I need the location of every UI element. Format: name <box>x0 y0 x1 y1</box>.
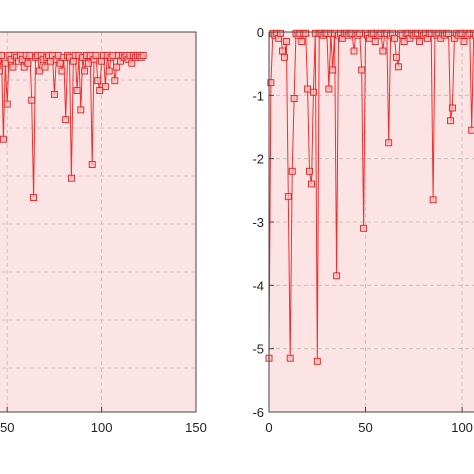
data-point <box>302 29 310 37</box>
data-point <box>139 51 147 59</box>
y-tick-label: -6 <box>252 405 264 420</box>
x-tick-label: 100 <box>91 420 113 435</box>
data-point <box>379 47 387 55</box>
data-point <box>313 357 321 365</box>
data-point <box>333 272 341 280</box>
data-point <box>391 34 398 42</box>
data-point <box>24 59 32 67</box>
data-point <box>282 38 290 45</box>
y-tick-label: 0 <box>257 25 264 40</box>
data-point <box>284 193 292 201</box>
data-point <box>20 63 28 71</box>
data-point <box>0 135 7 143</box>
data-point <box>468 126 474 134</box>
data-point <box>472 31 474 39</box>
data-point <box>73 87 81 94</box>
data-point <box>392 53 400 61</box>
data-point <box>447 117 454 125</box>
right-panel: 0 50 100 0 -1 -2 -3 -4 -5 -6 <box>252 25 474 435</box>
y-tick-label: -5 <box>252 342 264 357</box>
data-point <box>371 38 379 45</box>
data-point <box>460 38 468 45</box>
data-point <box>277 29 285 37</box>
data-point <box>105 67 113 75</box>
data-point <box>288 167 296 175</box>
data-point <box>306 167 313 175</box>
data-point <box>358 66 366 74</box>
data-point <box>96 87 104 94</box>
data-point <box>360 224 368 232</box>
data-point <box>356 29 364 37</box>
data-point <box>290 95 298 102</box>
data-point <box>81 67 89 75</box>
data-point <box>279 47 286 55</box>
data-point <box>101 83 109 91</box>
data-point <box>400 38 408 45</box>
data-point <box>385 139 393 147</box>
data-point <box>62 116 70 124</box>
data-point <box>0 67 4 75</box>
plot-frame <box>0 31 197 413</box>
plot-area <box>0 32 196 412</box>
data-point <box>286 354 294 362</box>
data-point <box>18 55 26 63</box>
data-point <box>54 51 62 59</box>
data-point <box>26 51 34 59</box>
x-tick-label: 100 <box>451 420 473 435</box>
data-point <box>429 196 437 204</box>
data-point <box>416 38 424 45</box>
x-tick-label: 0 <box>265 420 272 435</box>
data-point <box>56 59 64 67</box>
data-point <box>58 67 66 75</box>
data-point <box>9 63 17 71</box>
data-point <box>128 59 136 67</box>
left-panel: 50 100 150 <box>0 31 207 435</box>
data-point <box>113 63 121 71</box>
data-point <box>445 29 453 37</box>
data-point <box>28 96 36 104</box>
data-point <box>50 90 58 98</box>
data-point <box>448 104 456 112</box>
data-point <box>304 85 312 93</box>
data-point <box>329 66 337 74</box>
data-point <box>98 57 106 65</box>
data-point <box>350 47 358 55</box>
y-tick-label: -4 <box>252 278 264 293</box>
data-point <box>35 67 43 75</box>
data-point <box>111 77 119 85</box>
data-point <box>280 53 288 61</box>
data-point <box>394 63 402 71</box>
data-point <box>309 88 317 96</box>
data-point <box>92 51 100 59</box>
data-point <box>41 63 49 71</box>
data-point <box>267 79 275 87</box>
x-tick-label: 50 <box>358 420 372 435</box>
y-tick-label: -2 <box>252 152 264 167</box>
x-tick-label: 150 <box>185 420 207 435</box>
data-point <box>88 161 96 168</box>
data-point <box>30 194 38 202</box>
y-tick-label: -1 <box>252 88 264 103</box>
x-tick-label: 50 <box>0 420 14 435</box>
data-point <box>94 77 102 85</box>
data-point <box>69 57 77 65</box>
data-point <box>84 59 92 67</box>
data-point <box>298 38 306 45</box>
data-point <box>1 59 9 67</box>
data-point <box>308 180 315 188</box>
data-point <box>3 100 11 108</box>
data-point <box>67 174 75 182</box>
data-point <box>77 106 85 114</box>
data-point <box>325 85 333 93</box>
y-tick-label: -3 <box>252 215 264 230</box>
data-point <box>0 51 5 59</box>
data-point <box>109 51 117 59</box>
data-point <box>47 57 55 65</box>
